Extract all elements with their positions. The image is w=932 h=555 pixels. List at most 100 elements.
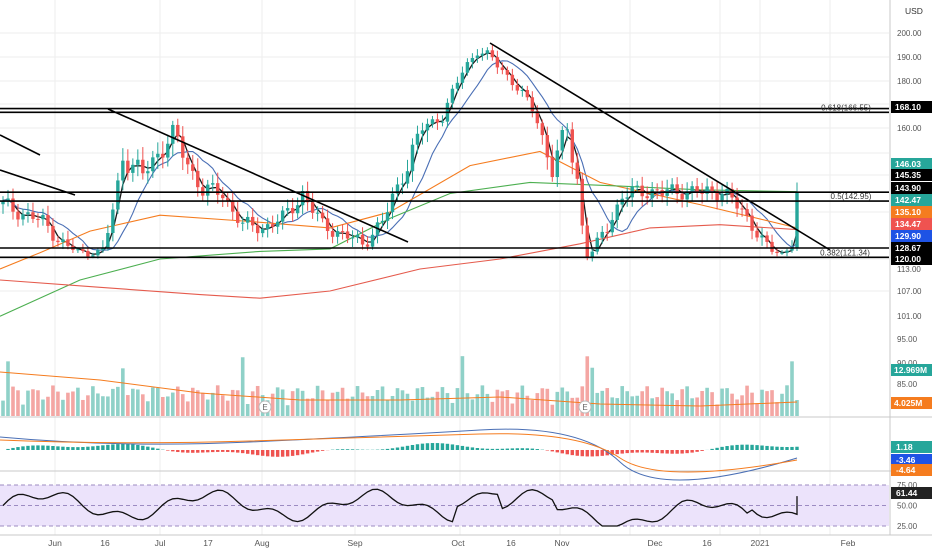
price-tag-label: 146.03 bbox=[895, 159, 921, 169]
volume-bar bbox=[705, 388, 709, 416]
macd-histogram-bar bbox=[640, 450, 643, 452]
macd-histogram-bar bbox=[750, 445, 753, 450]
candle-body bbox=[616, 205, 619, 220]
candle-body bbox=[735, 198, 738, 209]
macd-histogram-bar bbox=[341, 449, 344, 450]
volume-bar bbox=[546, 389, 550, 416]
volume-bar bbox=[625, 391, 629, 416]
candle-body bbox=[96, 250, 99, 255]
volume-bar bbox=[11, 387, 15, 416]
macd-histogram-bar bbox=[231, 450, 234, 452]
volume-bar bbox=[6, 361, 10, 416]
volume-bar bbox=[151, 387, 155, 416]
candle-body bbox=[611, 220, 614, 232]
price-tag-label: 145.35 bbox=[895, 170, 921, 180]
volume-bar bbox=[650, 398, 654, 416]
volume-bar bbox=[366, 396, 370, 416]
macd-histogram-bar bbox=[141, 446, 144, 450]
volume-bar bbox=[251, 391, 255, 416]
candle-body bbox=[276, 222, 279, 227]
macd-histogram-bar bbox=[501, 449, 504, 450]
macd-histogram-bar bbox=[241, 450, 244, 453]
volume-bar bbox=[541, 388, 545, 416]
candle-body bbox=[371, 235, 374, 247]
candle-body bbox=[785, 251, 788, 253]
candle-body bbox=[451, 89, 454, 103]
macd-histogram-bar bbox=[106, 445, 109, 450]
candle-body bbox=[131, 165, 134, 173]
volume-bar bbox=[391, 396, 395, 416]
candle-body bbox=[506, 70, 509, 75]
macd-histogram-bar bbox=[256, 450, 259, 455]
price-tag-label: 128.67 bbox=[895, 243, 921, 253]
volume-bar bbox=[26, 391, 30, 416]
volume-bar bbox=[286, 405, 290, 416]
macd-histogram-bar bbox=[655, 450, 658, 453]
macd-histogram-bar bbox=[346, 449, 349, 450]
candle-body bbox=[181, 136, 184, 157]
candle-body bbox=[251, 217, 254, 225]
candle-body bbox=[256, 225, 259, 233]
candle-body bbox=[261, 229, 264, 233]
candle-body bbox=[61, 239, 64, 242]
candle-body bbox=[690, 186, 693, 191]
volume-bar bbox=[710, 392, 714, 416]
macd-histogram-bar bbox=[296, 450, 299, 455]
volume-bar bbox=[246, 404, 250, 416]
price-tag-label: 129.90 bbox=[895, 231, 921, 241]
macd-histogram-bar bbox=[61, 447, 64, 450]
macd-histogram-bar bbox=[71, 447, 74, 450]
candle-body bbox=[710, 186, 713, 191]
macd-histogram-bar bbox=[431, 443, 434, 450]
candle-body bbox=[521, 90, 524, 91]
volume-bar bbox=[106, 396, 110, 416]
candle-body bbox=[106, 233, 109, 248]
candle-body bbox=[141, 160, 144, 174]
candle-body bbox=[316, 213, 319, 214]
time-tick-label: Dec bbox=[647, 538, 663, 548]
grid bbox=[0, 0, 932, 535]
macd-histogram-bar bbox=[601, 450, 604, 456]
candle-body bbox=[146, 171, 149, 173]
candle-body bbox=[381, 221, 384, 222]
macd-histogram-bar bbox=[101, 445, 104, 450]
candle-body bbox=[41, 215, 44, 219]
volume-bar bbox=[256, 386, 260, 416]
macd-histogram-bar bbox=[136, 445, 139, 450]
volume-bar bbox=[725, 388, 729, 416]
candle-body bbox=[581, 179, 584, 226]
candle-body bbox=[51, 226, 54, 241]
macd-histogram-bar bbox=[586, 450, 589, 456]
candle-body bbox=[670, 184, 673, 189]
volume-bar bbox=[600, 391, 604, 416]
candle-body bbox=[311, 202, 314, 213]
macd-histogram-bar bbox=[16, 447, 19, 450]
macd-histogram-bar bbox=[795, 447, 798, 450]
macd-histogram-bar bbox=[456, 445, 459, 450]
volume-tag-label: 12.969M bbox=[894, 365, 927, 375]
macd-histogram-bar bbox=[725, 446, 728, 450]
price-tick-label: 200.00 bbox=[897, 29, 922, 38]
volume-bar bbox=[216, 385, 220, 416]
price-tick-label: 107.00 bbox=[897, 287, 922, 296]
macd-histogram-bar bbox=[665, 450, 668, 454]
macd-histogram-bar bbox=[156, 449, 159, 450]
candle-body bbox=[491, 50, 494, 57]
candle-body bbox=[301, 191, 304, 205]
macd-tag-label: 1.18 bbox=[896, 442, 913, 452]
volume-bar bbox=[665, 391, 669, 416]
candle-body bbox=[765, 235, 768, 241]
macd-histogram-bar bbox=[216, 450, 219, 452]
candle-body bbox=[411, 145, 414, 171]
macd-histogram-bar bbox=[206, 450, 209, 452]
candle-body bbox=[660, 190, 663, 196]
candle-body bbox=[775, 252, 778, 253]
macd-histogram-bar bbox=[196, 450, 199, 453]
volume-bar bbox=[101, 396, 105, 416]
candle-body bbox=[645, 196, 648, 198]
volume-bar bbox=[700, 391, 704, 416]
time-tick-label: 16 bbox=[506, 538, 516, 548]
macd-histogram-bar bbox=[21, 446, 24, 450]
volume-bar bbox=[281, 389, 285, 416]
